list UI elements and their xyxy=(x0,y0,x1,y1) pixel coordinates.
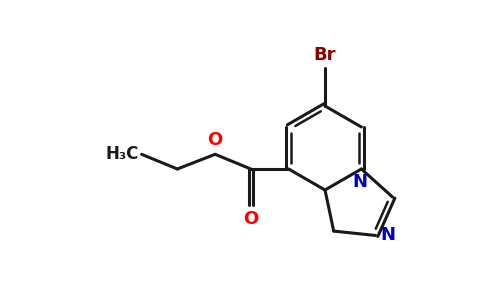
Text: H₃C: H₃C xyxy=(105,145,138,163)
Text: O: O xyxy=(208,131,223,149)
Text: O: O xyxy=(243,210,258,228)
Text: Br: Br xyxy=(314,46,336,64)
Text: N: N xyxy=(353,173,368,191)
Text: N: N xyxy=(380,226,395,244)
